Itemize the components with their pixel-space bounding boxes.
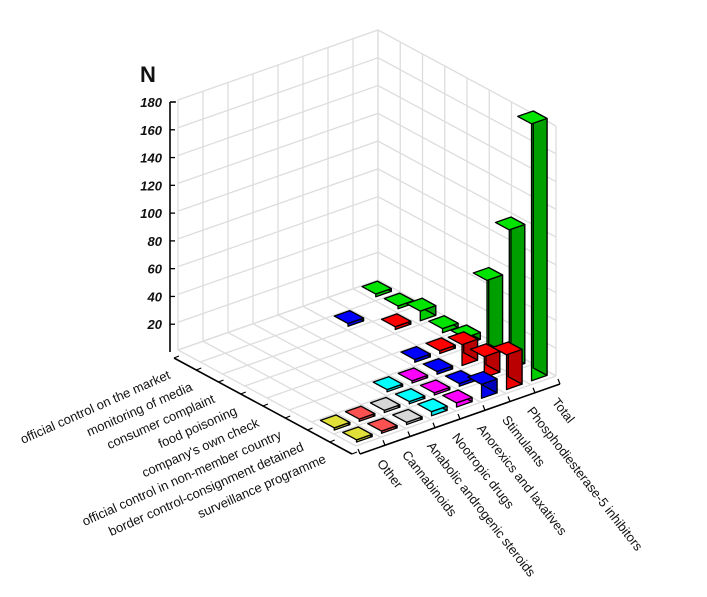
bar: [400, 346, 431, 363]
bar: [472, 266, 504, 358]
bar: [342, 426, 373, 443]
bar: [417, 398, 448, 417]
bar: [428, 315, 459, 334]
z-tick-label: 20: [147, 317, 163, 332]
bar: [425, 337, 456, 355]
bar: [344, 405, 376, 422]
z-tick-label: 80: [148, 234, 163, 249]
z-tick-label: 60: [148, 262, 163, 277]
bar: [492, 341, 523, 391]
bar: [372, 376, 404, 393]
z-tick-label: 40: [147, 289, 163, 304]
bar: [467, 370, 498, 399]
bar: [333, 310, 365, 327]
z-tick-label: 140: [140, 151, 162, 166]
bar: [397, 367, 429, 384]
bar: [442, 389, 473, 408]
z-axis-title: N: [140, 62, 156, 87]
category-axis-label: Phosphodiesterase-5 inhibitors: [524, 404, 646, 554]
bar: [419, 379, 451, 396]
bar: [517, 110, 548, 382]
bar: [469, 343, 501, 379]
z-tick-label: 180: [140, 95, 162, 110]
bar: [494, 216, 526, 370]
bar: [319, 414, 351, 431]
bar: [392, 408, 423, 426]
labels: official control on the marketmonitoring…: [18, 367, 646, 580]
bar: [447, 331, 479, 367]
z-tick-label: 160: [140, 123, 162, 138]
bar: [361, 280, 392, 298]
grid: [177, 29, 557, 447]
bars: [319, 110, 548, 443]
axes: 20 40 60 80 100 120 140 160 180: [140, 95, 561, 455]
bar: [369, 396, 401, 414]
bar: [367, 417, 398, 434]
bar: [422, 358, 454, 375]
category-axis-label: Total: [549, 395, 578, 426]
category-axis-label: Other: [374, 456, 406, 491]
bar: [405, 297, 437, 322]
bar: [380, 313, 412, 331]
z-tick-label: 120: [140, 178, 162, 193]
z-tick-label: 100: [140, 206, 162, 221]
bar: [394, 388, 426, 405]
